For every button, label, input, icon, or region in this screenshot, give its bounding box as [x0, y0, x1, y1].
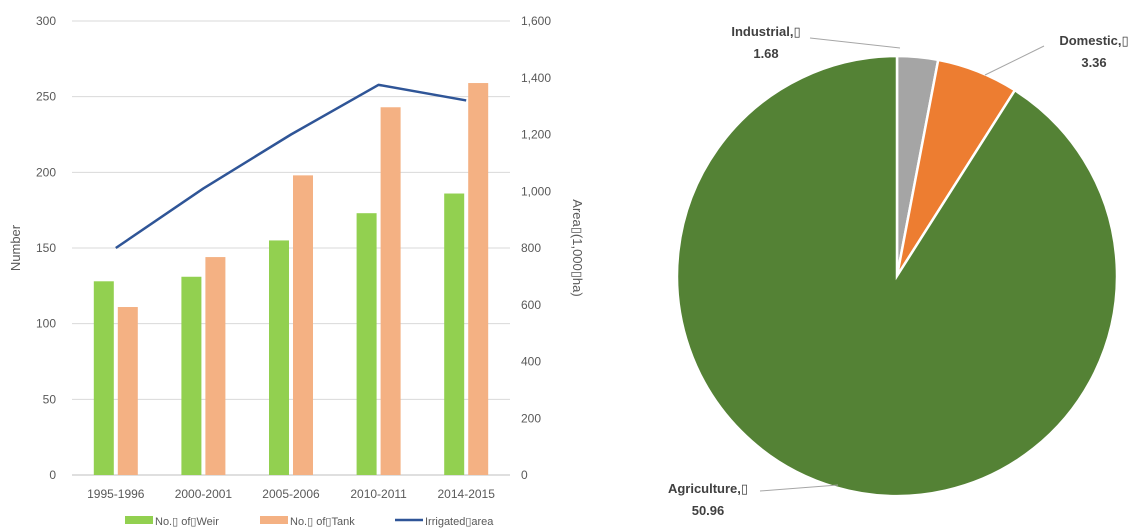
bar — [468, 83, 489, 476]
bar — [380, 107, 401, 475]
bar-line-chart: 0 50 100 150 200 250 300 0 200 400 600 800 1,000 1,20… — [8, 14, 585, 528]
leader-line — [809, 37, 901, 49]
x-tick-label: 1995-1996 — [87, 487, 145, 501]
bar — [356, 213, 377, 475]
x-tick-label: 2005-2006 — [262, 487, 320, 501]
y2-tick-label: 400 — [521, 355, 541, 369]
y-tick-label: 250 — [36, 90, 56, 104]
pie-slice-value: 1.68 — [753, 46, 778, 61]
bar — [444, 193, 465, 475]
bar — [117, 307, 138, 475]
legend-label: Irrigated▯area — [425, 516, 494, 528]
y-tick-label: 50 — [43, 392, 57, 406]
x-tick-label: 2000-2001 — [175, 487, 233, 501]
pie-chart: Industrial,▯ 1.68 Domestic,▯ 3.36 Agricultur… — [668, 24, 1129, 518]
pie-slice-value: 50.96 — [692, 503, 725, 518]
bar — [181, 276, 202, 475]
legend-label: No.▯ of▯Tank — [290, 516, 355, 528]
bar — [293, 175, 313, 476]
bar — [93, 281, 114, 475]
pie-slice-label: Domestic,▯ — [1059, 33, 1128, 48]
y2-axis-title: Area▯(1,000▯ha) — [570, 199, 585, 296]
y2-tick-label: 1,000 — [521, 184, 551, 198]
pie-slice — [675, 54, 1119, 498]
y2-tick-label: 0 — [521, 468, 528, 482]
y-tick-label: 300 — [36, 14, 56, 28]
y-tick-label: 150 — [36, 241, 56, 255]
x-tick-label: 2010-2011 — [350, 487, 407, 501]
y-axis-title: Number — [8, 224, 23, 271]
legend-label: No.▯ of▯Weir — [155, 516, 219, 528]
pie-slice-label: Industrial,▯ — [731, 24, 800, 39]
pie-slice-label: Agriculture,▯ — [668, 481, 748, 496]
y2-tick-label: 600 — [521, 298, 541, 312]
leader-line — [984, 45, 1045, 76]
legend-swatch — [260, 516, 288, 524]
pie-slice-value: 3.36 — [1081, 55, 1106, 70]
leader-line — [759, 484, 839, 492]
series-line — [115, 83, 467, 250]
y2-tick-label: 1,400 — [521, 71, 551, 85]
y2-tick-label: 200 — [521, 411, 541, 425]
bar — [269, 240, 289, 475]
y2-tick-label: 1,600 — [521, 14, 551, 28]
y2-tick-label: 1,200 — [521, 128, 551, 142]
legend-swatch — [125, 516, 153, 524]
x-tick-label: 2014-2015 — [438, 487, 496, 501]
y-tick-label: 100 — [36, 317, 56, 331]
y-tick-label: 0 — [49, 468, 56, 482]
y-tick-label: 200 — [36, 165, 56, 179]
bar — [205, 257, 226, 475]
y2-tick-label: 800 — [521, 241, 541, 255]
